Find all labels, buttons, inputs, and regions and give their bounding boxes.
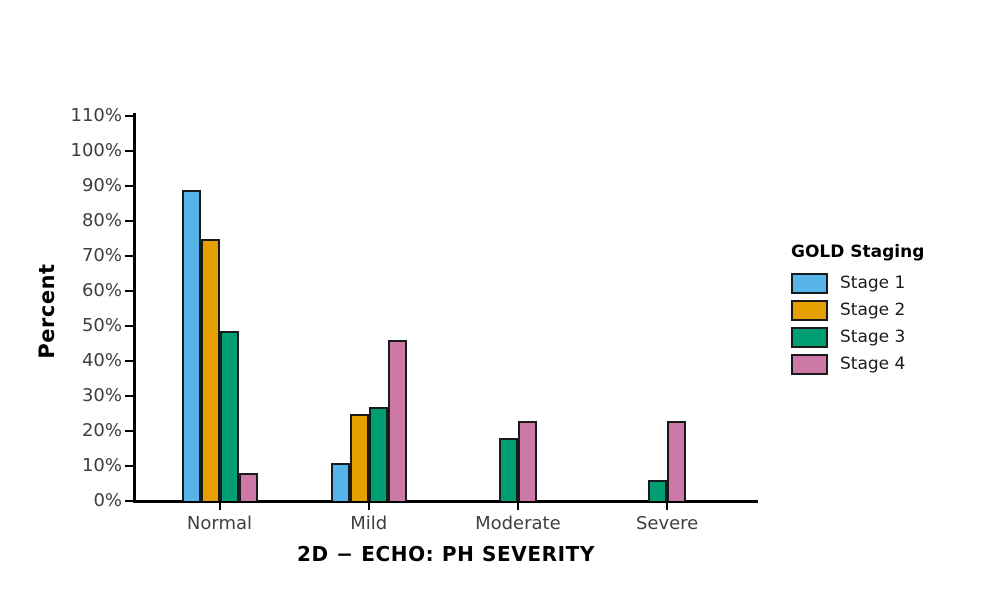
bar-normal-stage-1 [181,189,201,501]
legend-item-label: Stage 3 [840,326,906,347]
y-tick-mark [125,220,134,222]
legend-items: Stage 1 Stage 2 Stage 3 Stage 4 [791,272,924,375]
y-tick-mark [125,185,134,187]
legend-item-label: Stage 1 [840,272,906,293]
y-tick-mark [125,465,134,467]
legend-swatch [791,299,828,321]
bar-severe-stage-4 [667,420,687,501]
y-tick-mark [125,395,134,397]
y-tick-mark [125,255,134,257]
legend-item-stage-1: Stage 1 [791,272,924,294]
y-tick-mark [125,290,134,292]
y-tick-mark [125,500,134,502]
y-tick-label: 90% [81,175,122,196]
y-tick-label: 40% [81,350,122,371]
x-tick-mark [218,503,221,510]
y-tick-label: 100% [70,140,122,161]
legend-item-stage-2: Stage 2 [791,299,924,321]
x-tick-mark [666,503,669,510]
x-category-label: Mild [350,513,388,534]
legend-swatch [791,353,828,375]
bar-normal-stage-2 [200,238,220,501]
bar-mild-stage-4 [387,340,407,501]
y-tick-mark [125,115,134,117]
y-tick-mark [125,150,134,152]
legend-item-label: Stage 2 [840,299,906,320]
x-category-label: Moderate [475,513,561,534]
x-tick-mark [367,503,370,510]
bar-severe-stage-3 [648,480,668,501]
y-tick-label: 10% [81,455,122,476]
legend-item-label: Stage 4 [840,353,906,374]
y-tick-mark [125,430,134,432]
y-tick-mark [125,360,134,362]
bar-mild-stage-2 [349,413,369,501]
y-tick-label: 70% [81,245,122,266]
bar-mild-stage-1 [330,462,350,501]
y-tick-mark [125,325,134,327]
bar-moderate-stage-3 [498,438,518,501]
x-axis-title: 2D − ECHO: PH SEVERITY [297,542,595,566]
legend-title: GOLD Staging [791,242,925,262]
legend: GOLD Staging Stage 1 Stage 2 Stage 3 Stage … [791,242,924,380]
x-axis-line [133,500,758,503]
y-tick-label: 60% [81,280,122,301]
bar-normal-stage-3 [219,331,239,501]
y-tick-label: 110% [70,105,122,126]
x-tick-mark [516,503,519,510]
y-axis-line [133,113,136,503]
y-tick-label: 50% [81,315,122,336]
x-category-label: Severe [635,513,699,534]
y-tick-label: 20% [81,420,122,441]
bar-mild-stage-3 [368,406,388,501]
x-category-label: Normal [186,513,253,534]
y-tick-label: 80% [81,210,122,231]
bar-normal-stage-4 [238,473,258,501]
y-tick-label: 30% [81,385,122,406]
legend-item-stage-4: Stage 4 [791,353,924,375]
legend-swatch [791,326,828,348]
y-tick-label: 0% [93,490,122,511]
legend-swatch [791,272,828,294]
legend-item-stage-3: Stage 3 [791,326,924,348]
bar-moderate-stage-4 [517,420,537,501]
